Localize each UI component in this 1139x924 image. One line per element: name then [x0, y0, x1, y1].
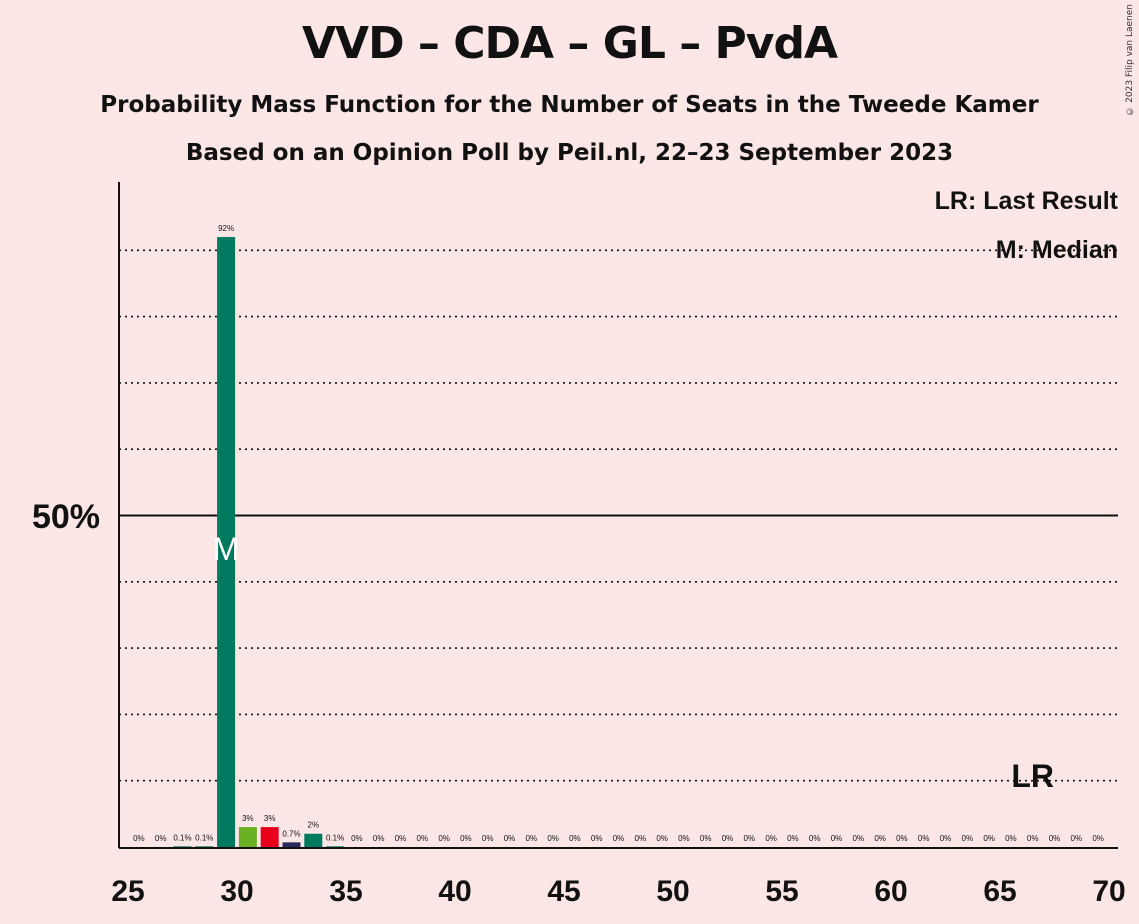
bar-33 — [282, 842, 301, 847]
bar-label-45: 0% — [547, 834, 559, 843]
bar-label-41: 0% — [460, 834, 472, 843]
bar-29 — [195, 846, 214, 847]
chart-source-line: Based on an Opinion Poll by Peil.nl, 22–… — [185, 140, 954, 166]
x-tick-55: 55 — [765, 875, 798, 908]
bar-label-67: 0% — [1027, 834, 1039, 843]
x-tick-25: 25 — [111, 875, 144, 908]
bar-label-60: 0% — [874, 834, 886, 843]
legend-last-result: LR: Last Result — [935, 187, 1119, 215]
bar-label-51: 0% — [678, 834, 690, 843]
bar-label-38: 0% — [395, 834, 407, 843]
x-tick-labels: 25 30 35 40 45 50 55 60 65 70 — [111, 875, 1125, 908]
bar-label-42: 0% — [482, 834, 494, 843]
bar-label-55: 0% — [765, 834, 777, 843]
bar-label-58: 0% — [831, 834, 843, 843]
bar-label-59: 0% — [853, 834, 865, 843]
x-tick-50: 50 — [656, 875, 689, 908]
bars-group — [173, 237, 345, 848]
bar-label-66: 0% — [1005, 834, 1017, 843]
bar-label-64: 0% — [962, 834, 974, 843]
bar-31 — [238, 827, 257, 847]
bar-label-35: 0.1% — [326, 833, 344, 842]
last-result-marker: LR — [1011, 758, 1054, 794]
bar-label-53: 0% — [722, 834, 734, 843]
bar-label-37: 0% — [373, 834, 385, 843]
bar-label-62: 0% — [918, 834, 930, 843]
bar-label-34: 2% — [308, 821, 320, 830]
x-tick-30: 30 — [220, 875, 253, 908]
bar-34 — [304, 833, 323, 847]
bar-label-54: 0% — [744, 834, 756, 843]
bar-label-52: 0% — [700, 834, 712, 843]
y-tick-label-50: 50% — [32, 498, 100, 536]
bar-label-40: 0% — [438, 834, 450, 843]
bar-30 — [217, 237, 236, 848]
chart-title: VVD – CDA – GL – PvdA — [301, 18, 838, 69]
bar-label-49: 0% — [635, 834, 647, 843]
x-tick-60: 60 — [874, 875, 907, 908]
bar-label-70: 0% — [1092, 834, 1104, 843]
bar-label-43: 0% — [504, 834, 516, 843]
bar-label-69: 0% — [1071, 834, 1083, 843]
bar-label-46: 0% — [569, 834, 581, 843]
bar-label-31: 3% — [242, 814, 254, 823]
bar-label-47: 0% — [591, 834, 603, 843]
x-tick-70: 70 — [1092, 875, 1125, 908]
bar-label-65: 0% — [983, 834, 995, 843]
bar-label-57: 0% — [809, 834, 821, 843]
bar-label-50: 0% — [656, 834, 668, 843]
x-tick-40: 40 — [438, 875, 471, 908]
x-tick-35: 35 — [329, 875, 362, 908]
bar-label-61: 0% — [896, 834, 908, 843]
bar-35 — [326, 846, 345, 847]
legend-median: M: Median — [996, 236, 1118, 264]
bar-28 — [173, 846, 192, 847]
axes-group — [118, 182, 1118, 849]
bar-label-63: 0% — [940, 834, 952, 843]
bar-label-39: 0% — [417, 834, 429, 843]
bar-label-44: 0% — [526, 834, 538, 843]
bar-label-48: 0% — [613, 834, 625, 843]
x-tick-45: 45 — [547, 875, 580, 908]
bar-label-29: 0.1% — [195, 833, 213, 842]
bar-label-26: 0% — [133, 834, 145, 843]
bar-label-36: 0% — [351, 834, 363, 843]
median-marker: M — [213, 531, 240, 567]
bar-label-33: 0.7% — [282, 829, 300, 838]
bar-label-56: 0% — [787, 834, 799, 843]
bar-label-28: 0.1% — [173, 833, 191, 842]
bar-32 — [260, 827, 279, 847]
bar-labels-group: 0% 0% 0.1% 0.1% 92% 3% 3% 0.7% 2% 0.1% 0% 0% 0% 0% 0% 0… — [133, 224, 1104, 843]
bar-label-68: 0% — [1049, 834, 1061, 843]
gridlines — [119, 249, 1118, 782]
bar-label-27: 0% — [155, 834, 167, 843]
bar-label-30: 92% — [218, 224, 234, 233]
chart-subtitle: Probability Mass Function for the Number… — [100, 92, 1039, 118]
x-tick-65: 65 — [983, 875, 1016, 908]
bar-label-32: 3% — [264, 814, 276, 823]
